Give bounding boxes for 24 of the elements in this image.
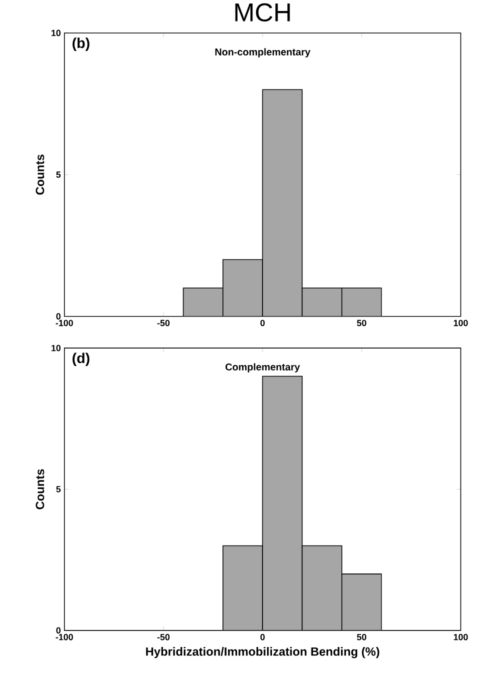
x-tick-label: -50 xyxy=(158,634,170,640)
y-tick-label: 0 xyxy=(56,313,61,320)
x-tick-label: 50 xyxy=(357,634,366,640)
annotation: (d) xyxy=(72,352,90,366)
y-axis-title: Counts xyxy=(36,469,44,510)
x-tick-label: 100 xyxy=(454,320,468,326)
y-tick-label: 10 xyxy=(52,344,61,352)
annotation: Complementary xyxy=(226,363,300,372)
x-axis-title: Hybridization/Immobilization Bending (%) xyxy=(146,647,380,658)
chart-title: MCH xyxy=(236,3,290,22)
x-tick-label: -100 xyxy=(56,320,74,326)
y-tick-label: 0 xyxy=(56,627,61,634)
y-tick-label: 5 xyxy=(56,486,61,492)
x-tick-label: 0 xyxy=(260,634,265,640)
annotation: (b) xyxy=(72,38,90,51)
x-tick-label: 100 xyxy=(454,634,468,640)
y-axis-title: Counts xyxy=(36,154,44,195)
y-tick-label: 10 xyxy=(52,30,61,36)
x-tick-label: -50 xyxy=(158,320,170,326)
y-tick-label: 5 xyxy=(56,172,61,178)
x-tick-label: 0 xyxy=(260,320,265,326)
x-tick-label: -100 xyxy=(56,634,74,640)
x-tick-label: 50 xyxy=(357,320,366,326)
annotation: Non-complementary xyxy=(216,48,311,58)
